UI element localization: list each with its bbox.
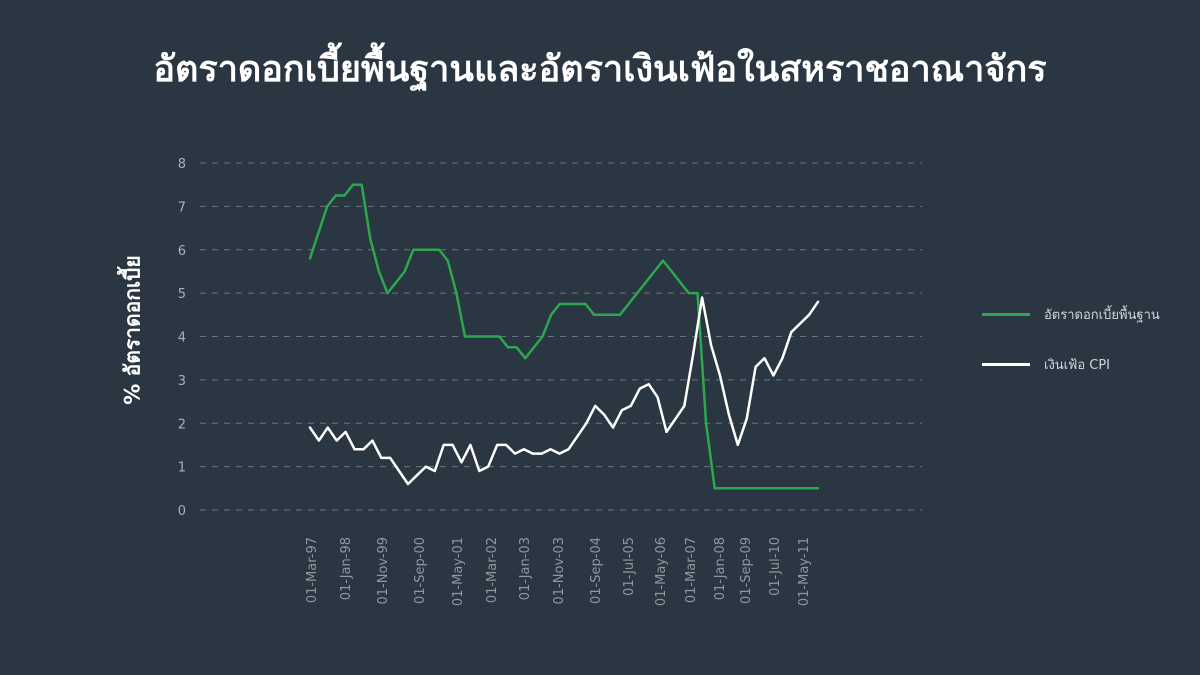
legend-item-base-rate: อัตราดอกเบี้ยพื้นฐาน (982, 302, 1160, 326)
x-tick-label: 01-Mar-02 (485, 537, 500, 603)
y-tick-label: 4 (178, 331, 186, 346)
y-tick-label: 5 (178, 287, 186, 302)
series-lines (308, 183, 820, 490)
y-tick-label: 6 (178, 244, 186, 259)
x-tick-label: 01-Nov-99 (376, 537, 391, 605)
x-tick-label: 01-Nov-03 (552, 537, 567, 605)
x-tick-label: 01-Jul-05 (622, 537, 637, 596)
x-tick-label: 01-Sep-00 (413, 537, 428, 604)
x-tick-label: 01-May-01 (451, 537, 466, 606)
legend-label-cpi: เงินเฟ้อ CPI (1044, 357, 1111, 373)
x-tick-label: 01-Mar-07 (684, 537, 699, 603)
y-tick-label: 8 (178, 157, 186, 172)
x-tick-label: 01-Jul-10 (768, 537, 783, 596)
x-tick-label: 01-Jan-98 (339, 537, 354, 600)
x-tick-label: 01-May-11 (797, 537, 812, 606)
legend: อัตราดอกเบี้ยพื้นฐาน เงินเฟ้อ CPI (982, 302, 1160, 402)
x-tick-label: 01-Sep-09 (739, 537, 754, 604)
x-axis-ticks: 01-Mar-97 01-Jan-98 01-Nov-99 01-Sep-00 01-M… (305, 537, 812, 606)
x-tick-label: 01-Sep-04 (589, 537, 604, 604)
y-axis-ticks: 0 1 2 3 4 5 6 7 8 (178, 157, 186, 519)
x-tick-label: 01-May-06 (654, 537, 669, 606)
series-line-1 (308, 296, 820, 486)
legend-item-cpi: เงินเฟ้อ CPI (982, 352, 1160, 376)
y-tick-label: 0 (178, 504, 186, 519)
y-tick-label: 7 (178, 200, 186, 215)
y-tick-label: 2 (178, 417, 186, 432)
series-line-0 (308, 183, 820, 490)
grid-lines (200, 162, 922, 511)
y-tick-label: 1 (178, 461, 186, 476)
legend-label-base-rate: อัตราดอกเบี้ยพื้นฐาน (1044, 307, 1160, 323)
legend-swatch-base-rate (982, 312, 1030, 316)
legend-swatch-cpi (982, 362, 1030, 366)
x-tick-label: 01-Jan-08 (713, 537, 728, 600)
x-tick-label: 01-Mar-97 (305, 537, 320, 603)
y-tick-label: 3 (178, 374, 186, 389)
x-tick-label: 01-Jan-03 (518, 537, 533, 600)
chart-title: อัตราดอกเบี้ยพื้นฐานและอัตราเงินเฟ้อในสห… (153, 49, 1047, 90)
